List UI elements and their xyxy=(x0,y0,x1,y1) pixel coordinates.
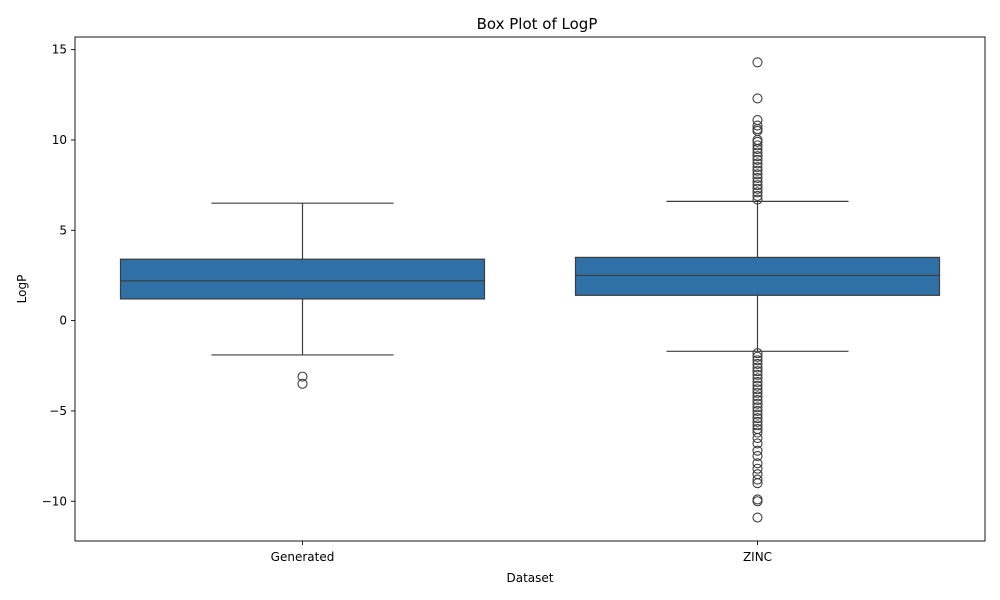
zinc-outlier xyxy=(752,154,763,165)
zinc-outlier xyxy=(752,413,763,424)
x-tick-label: ZINC xyxy=(743,550,772,564)
zinc-outlier xyxy=(752,362,763,373)
zinc-outlier xyxy=(752,348,763,359)
zinc-outlier xyxy=(752,147,763,158)
zinc-outlier xyxy=(752,373,763,384)
zinc-outlier xyxy=(752,172,763,183)
zinc-outlier xyxy=(752,115,763,126)
zinc-outlier xyxy=(752,369,763,380)
zinc-outlier xyxy=(752,120,763,131)
zinc-outlier xyxy=(752,458,763,469)
zinc-outlier xyxy=(752,438,763,449)
zinc-outlier xyxy=(752,380,763,391)
zinc-outlier xyxy=(752,165,763,176)
zinc-outlier xyxy=(752,402,763,413)
x-axis-label: Dataset xyxy=(507,571,554,585)
zinc-outlier xyxy=(752,478,763,489)
zinc-outlier xyxy=(752,93,763,104)
y-tick-label: 0 xyxy=(59,314,67,328)
zinc-outlier xyxy=(752,366,763,377)
y-axis-label: LogP xyxy=(15,275,29,304)
zinc-outlier xyxy=(752,420,763,431)
generated-box xyxy=(119,258,486,300)
y-tick-label: 15 xyxy=(52,43,67,57)
y-tick-label: 5 xyxy=(59,223,67,237)
y-tick-label: 10 xyxy=(52,133,67,147)
y-axis: −10 −5 0 5 10 15 xyxy=(42,43,75,508)
zinc-outlier xyxy=(752,151,763,162)
y-tick-label: −10 xyxy=(42,494,67,508)
plot-area xyxy=(119,57,941,523)
generated-outlier xyxy=(297,371,308,382)
zinc-outlier xyxy=(752,445,763,456)
zinc-outlier xyxy=(752,469,763,480)
zinc-outlier xyxy=(752,463,763,474)
generated-outlier xyxy=(297,378,308,389)
zinc-box xyxy=(574,256,941,296)
zinc-outlier xyxy=(752,194,763,205)
zinc-outlier xyxy=(752,355,763,366)
zinc-outlier xyxy=(752,474,763,485)
zinc-outlier xyxy=(752,405,763,416)
zinc-outlier xyxy=(752,351,763,362)
zinc-outlier xyxy=(752,395,763,406)
zinc-outlier xyxy=(752,432,763,444)
zinc-outlier xyxy=(752,427,763,438)
zinc-outlier xyxy=(752,496,763,507)
zinc-outlier xyxy=(752,512,763,523)
plot-frame xyxy=(74,36,986,542)
zinc-outlier xyxy=(752,451,763,462)
zinc-outlier xyxy=(752,387,763,398)
zinc-outlier xyxy=(752,162,763,173)
x-tick-label: Generated xyxy=(271,550,335,564)
zinc-outlier xyxy=(752,190,763,202)
zinc-outlier xyxy=(752,169,763,180)
x-axis: Generated ZINC xyxy=(271,541,772,564)
zinc-outlier xyxy=(752,158,763,169)
zinc-outlier xyxy=(752,376,763,388)
zinc-outlier xyxy=(752,391,763,402)
y-tick-label: −5 xyxy=(49,404,67,418)
zinc-outlier xyxy=(752,57,763,68)
zinc-outlier xyxy=(752,416,763,427)
chart-title: Box Plot of LogP xyxy=(477,15,598,33)
zinc-outlier xyxy=(752,384,763,395)
zinc-outlier xyxy=(752,183,763,194)
zinc-outlier xyxy=(752,136,763,147)
zinc-outlier xyxy=(752,180,763,191)
zinc-outlier xyxy=(752,398,763,409)
zinc-outlier xyxy=(752,358,763,370)
zinc-outlier xyxy=(752,140,763,151)
zinc-outlier xyxy=(752,187,763,198)
zinc-outlier xyxy=(752,143,763,155)
zinc-outlier xyxy=(752,176,763,187)
zinc-outlier xyxy=(752,409,763,420)
